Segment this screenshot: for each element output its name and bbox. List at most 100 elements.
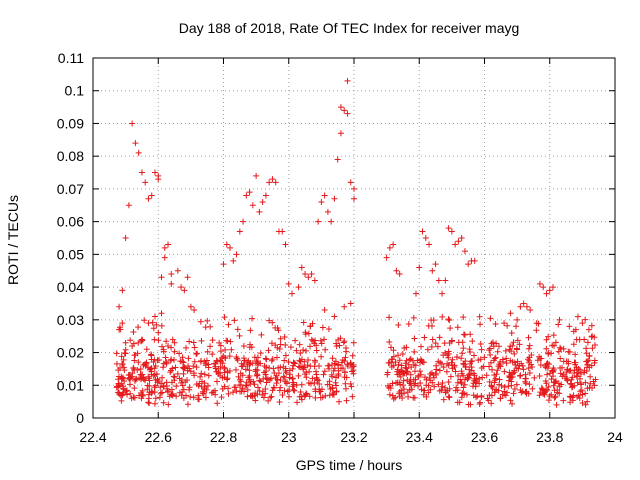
data-point: [394, 366, 401, 373]
data-point: [454, 379, 461, 386]
data-point: [237, 388, 244, 395]
data-point: [233, 251, 240, 258]
data-point: [298, 356, 305, 363]
data-point: [511, 386, 518, 393]
data-point: [321, 336, 328, 343]
data-point: [583, 345, 590, 352]
data-point: [300, 346, 307, 353]
data-point: [197, 318, 204, 325]
data-point: [215, 365, 222, 372]
data-point: [165, 241, 172, 248]
data-point: [277, 364, 284, 371]
data-point: [563, 369, 570, 376]
data-point: [542, 377, 549, 384]
data-point: [504, 322, 511, 329]
data-point: [115, 367, 122, 374]
data-point: [543, 388, 550, 395]
data-point: [511, 350, 518, 357]
data-point: [458, 380, 465, 387]
data-point: [155, 176, 162, 183]
data-point: [341, 303, 348, 310]
data-point: [205, 382, 212, 389]
data-point: [303, 390, 310, 397]
data-point: [543, 290, 550, 297]
data-point: [295, 284, 302, 291]
data-point: [291, 387, 298, 394]
data-point: [296, 357, 303, 364]
data-point: [269, 319, 276, 326]
data-point: [586, 384, 593, 391]
data-point: [146, 377, 153, 384]
data-point: [426, 241, 433, 248]
data-point: [168, 271, 175, 277]
data-point: [221, 314, 228, 321]
data-point: [417, 343, 424, 350]
data-point: [525, 356, 532, 363]
data-point: [341, 107, 348, 114]
data-point: [122, 235, 129, 241]
data-point: [445, 316, 452, 323]
data-point: [277, 384, 284, 391]
data-point: [343, 348, 350, 355]
data-point: [421, 374, 428, 381]
data-point: [487, 359, 494, 366]
data-point: [550, 332, 557, 339]
data-point: [166, 393, 173, 400]
data-point: [302, 331, 309, 338]
data-point: [253, 372, 260, 379]
data-point: [551, 394, 558, 401]
data-point: [160, 360, 167, 367]
data-point: [576, 336, 583, 343]
data-point: [150, 325, 157, 332]
data-point: [244, 393, 251, 400]
data-point: [549, 367, 556, 374]
data-point: [341, 338, 348, 345]
data-point: [328, 371, 335, 378]
data-point: [342, 385, 349, 392]
data-point: [470, 370, 477, 377]
data-point: [272, 374, 279, 381]
data-point: [239, 372, 246, 379]
data-point: [135, 149, 142, 156]
data-point: [317, 337, 324, 344]
data-point: [305, 330, 312, 337]
data-point: [307, 323, 314, 330]
data-point: [171, 377, 178, 384]
data-point: [438, 360, 445, 367]
data-point: [148, 388, 155, 395]
data-point: [445, 225, 452, 232]
data-point: [181, 287, 188, 294]
data-point: [302, 271, 309, 277]
x-tick-label: 23.2: [340, 429, 367, 445]
data-point: [305, 274, 312, 281]
data-point: [325, 326, 332, 333]
data-point: [467, 348, 474, 355]
data-point: [306, 368, 313, 375]
data-point: [224, 375, 231, 382]
data-point: [341, 369, 348, 376]
data-point: [324, 208, 331, 215]
data-point: [236, 228, 243, 235]
data-point: [568, 380, 575, 387]
data-point: [127, 390, 134, 397]
data-point: [169, 336, 176, 343]
data-point: [262, 192, 269, 199]
data-point: [590, 378, 597, 385]
data-point: [116, 303, 123, 310]
data-point: [445, 350, 452, 357]
data-point: [308, 336, 315, 343]
data-point: [386, 244, 393, 251]
data-point: [168, 386, 175, 393]
data-point: [545, 350, 552, 357]
data-point: [486, 392, 493, 399]
data-point: [154, 357, 161, 364]
data-point: [138, 169, 145, 176]
data-point: [398, 362, 405, 369]
data-point: [567, 393, 574, 400]
data-point: [458, 394, 465, 401]
data-point: [454, 399, 461, 406]
data-point: [313, 368, 320, 375]
data-point: [395, 361, 402, 368]
data-point: [144, 386, 151, 393]
